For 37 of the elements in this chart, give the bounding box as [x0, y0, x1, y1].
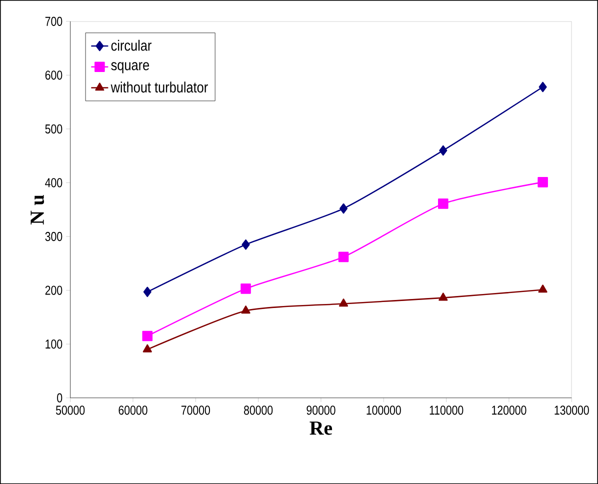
y-tick-label: 100 — [46, 339, 62, 349]
point — [241, 306, 250, 314]
x-tick-label: 60000 — [118, 406, 148, 415]
x-tick-label: 50000 — [56, 406, 85, 415]
point — [142, 344, 152, 352]
y-tick-label: 0 — [57, 393, 62, 402]
point — [338, 252, 349, 262]
y-tick-label: 300 — [45, 232, 62, 242]
legend-label: circular — [111, 40, 152, 51]
point — [438, 292, 448, 301]
x-tick-label: 110000 — [430, 406, 464, 415]
x-axis-title: Re — [310, 422, 332, 435]
y-tick-label: 700 — [45, 16, 62, 26]
point — [538, 176, 548, 188]
x-tick-label: 90000 — [306, 406, 336, 415]
x-tick-label: 70000 — [181, 406, 210, 415]
x-tick-label: 120000 — [492, 406, 526, 415]
point — [240, 283, 251, 294]
point — [538, 82, 547, 92]
y-tick-label: 500 — [45, 124, 62, 134]
y-tick-label: 200 — [45, 286, 62, 295]
legend-label: without turbulator — [110, 82, 208, 93]
legend-label: square — [111, 62, 150, 74]
point — [340, 203, 348, 214]
point — [143, 286, 152, 297]
point — [438, 198, 448, 209]
point — [338, 298, 348, 307]
x-tick-label: 130000 — [554, 406, 589, 415]
y-axis-title: N u — [30, 194, 44, 224]
point — [538, 284, 548, 293]
point — [439, 145, 448, 156]
y-tick-label: 600 — [45, 70, 62, 80]
x-tick-label: 100000 — [366, 406, 401, 415]
x-tick-label: 80000 — [244, 406, 273, 415]
point — [142, 330, 153, 342]
point — [242, 239, 250, 250]
y-tick-label: 400 — [45, 178, 62, 188]
